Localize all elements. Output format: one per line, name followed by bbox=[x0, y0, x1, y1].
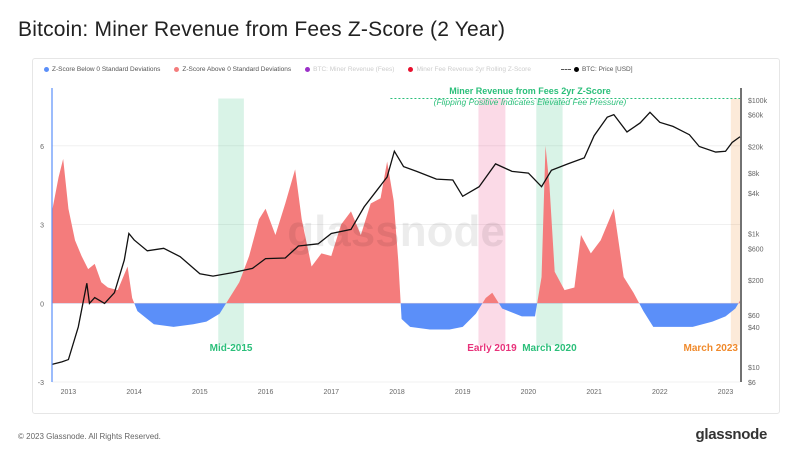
watermark: glassnode bbox=[287, 207, 505, 256]
x-tick: 2018 bbox=[389, 389, 405, 396]
page-title: Bitcoin: Miner Revenue from Fees Z-Score… bbox=[18, 18, 506, 41]
zscore-positive-area bbox=[52, 145, 740, 304]
x-tick: 2016 bbox=[258, 389, 274, 396]
y-right-tick: $1k bbox=[748, 231, 760, 238]
legend-label: BTC: Price [USD] bbox=[581, 66, 633, 73]
legend-dot-icon bbox=[174, 67, 180, 72]
x-tick: 2023 bbox=[718, 389, 734, 396]
x-tick: 2022 bbox=[652, 389, 668, 396]
highlight-label: Early 2019 bbox=[467, 343, 517, 354]
y-right-tick: $60 bbox=[748, 313, 760, 320]
x-tick: 2021 bbox=[586, 389, 602, 396]
legend-item[interactable]: Miner Fee Revenue 2yr Rolling Z-Score bbox=[408, 66, 531, 73]
y-right-tick: $60k bbox=[748, 113, 764, 120]
y-left-tick: 6 bbox=[40, 144, 44, 151]
highlight-band bbox=[730, 98, 740, 346]
legend: Z-Score Below 0 Standard Deviations Z-Sco… bbox=[44, 66, 633, 73]
x-tick: 2015 bbox=[192, 389, 208, 396]
x-tick: 2017 bbox=[323, 389, 339, 396]
legend-label: BTC: Miner Revenue (Fees) bbox=[313, 66, 395, 73]
copyright: © 2023 Glassnode. All Rights Reserved. bbox=[18, 432, 161, 441]
legend-item[interactable]: Z-Score Below 0 Standard Deviations bbox=[44, 66, 160, 73]
y-left-tick: -3 bbox=[38, 380, 44, 387]
x-tick: 2013 bbox=[61, 389, 77, 396]
x-tick: 2014 bbox=[126, 389, 142, 396]
legend-item[interactable]: BTC: Price [USD] bbox=[560, 66, 633, 73]
highlight-label: March 2020 bbox=[522, 343, 577, 354]
legend-dot-icon bbox=[408, 67, 414, 72]
legend-label: Z-Score Above 0 Standard Deviations bbox=[182, 66, 292, 73]
legend-dot-icon bbox=[44, 67, 49, 72]
y-left-tick: 0 bbox=[40, 301, 44, 308]
legend-dot-icon bbox=[573, 67, 579, 72]
y-left-tick: 3 bbox=[40, 223, 44, 230]
y-right-tick: $100k bbox=[748, 98, 768, 105]
x-tick: 2019 bbox=[455, 389, 471, 396]
x-tick: 2020 bbox=[521, 389, 537, 396]
annotation-title: Miner Revenue from Fees 2yr Z-Score bbox=[449, 86, 611, 96]
zscore-negative-area bbox=[52, 303, 740, 330]
dashed-line-icon bbox=[560, 69, 571, 70]
legend-item[interactable]: Z-Score Above 0 Standard Deviations bbox=[174, 66, 291, 73]
legend-label: Miner Fee Revenue 2yr Rolling Z-Score bbox=[416, 66, 531, 73]
legend-label: Z-Score Below 0 Standard Deviations bbox=[52, 66, 161, 73]
y-right-tick: $10 bbox=[748, 365, 760, 372]
highlight-label: March 2023 bbox=[684, 343, 739, 354]
glassnode-logo: glassnode bbox=[695, 426, 768, 443]
y-right-tick: $6 bbox=[748, 380, 756, 387]
highlight-label: Mid-2015 bbox=[210, 343, 253, 354]
y-right-tick: $40 bbox=[748, 325, 760, 332]
y-right-tick: $4k bbox=[748, 191, 760, 198]
y-right-tick: $20k bbox=[748, 144, 764, 151]
y-right-tick: $200 bbox=[748, 278, 764, 285]
y-right-tick: $600 bbox=[748, 246, 764, 253]
legend-dot-icon bbox=[305, 67, 311, 72]
legend-item[interactable]: BTC: Miner Revenue (Fees) bbox=[305, 66, 394, 73]
price-line bbox=[51, 111, 741, 366]
y-right-tick: $8k bbox=[748, 171, 760, 178]
annotation-subtitle: (Flipping Positive Indicates Elevated Fe… bbox=[434, 97, 627, 107]
